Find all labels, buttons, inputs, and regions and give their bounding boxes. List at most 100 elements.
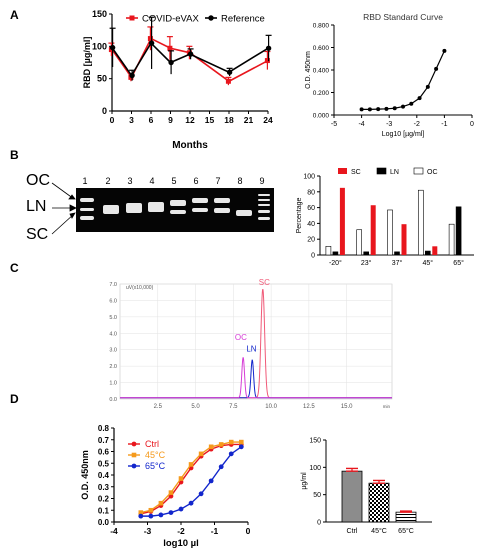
- data-point: [218, 442, 224, 447]
- x-tick-label: -3: [144, 526, 152, 536]
- y-tick-label: 3.0: [109, 348, 117, 354]
- data-point: [168, 59, 174, 66]
- x-tick-label: 18: [224, 115, 234, 125]
- data-point: [376, 107, 381, 112]
- x-tick-label: 5.0: [191, 404, 200, 410]
- data-point: [109, 44, 116, 51]
- chart-title: RBD Standard Curve: [363, 12, 443, 22]
- data-point: [238, 444, 244, 450]
- panel-letter-d: D: [10, 392, 19, 406]
- gel-lane-number: 7: [215, 176, 221, 186]
- bar: [424, 250, 431, 256]
- data-point: [167, 45, 173, 51]
- x-tick-label: 45°C: [371, 527, 387, 535]
- series-line: [140, 446, 242, 517]
- legend-marker: [131, 452, 137, 458]
- series-line: [111, 41, 269, 77]
- data-point: [208, 478, 214, 484]
- bar: [325, 246, 332, 256]
- data-point: [228, 439, 234, 445]
- y-tick-label: 4.0: [109, 331, 117, 337]
- data-point: [128, 74, 134, 80]
- x-tick-label: 23°: [361, 259, 372, 267]
- data-point: [158, 503, 164, 508]
- legend-marker: [131, 441, 137, 447]
- y-tick-label: 0.800: [313, 23, 330, 30]
- x-tick-label: 24: [263, 115, 273, 125]
- bar: [401, 224, 407, 255]
- y-tick-label: 40: [307, 221, 315, 228]
- data-point: [168, 490, 174, 495]
- gel-band: [170, 210, 186, 214]
- gel-label-ln: LN: [26, 198, 47, 215]
- legend-marker: [208, 15, 214, 21]
- data-point: [168, 493, 174, 499]
- data-point: [264, 58, 270, 64]
- data-point: [187, 51, 194, 57]
- gel-lane-number: 4: [149, 176, 155, 186]
- y-tick-label: 0.6: [98, 448, 110, 457]
- chromatogram-trace: [120, 357, 392, 399]
- chromatogram-trace: [120, 359, 392, 399]
- gel-image: [76, 188, 274, 232]
- data-point: [138, 513, 144, 519]
- y-tick-label: 0: [102, 106, 107, 116]
- legend-label: Reference: [221, 14, 265, 25]
- legend-label: Ctrl: [145, 439, 159, 449]
- x-tick-label: 0: [110, 115, 115, 125]
- data-point: [225, 78, 231, 84]
- y-tick-label: 7.0: [109, 282, 117, 288]
- bar: [356, 229, 363, 256]
- bar: [455, 206, 462, 256]
- y-tick-label: 60: [307, 205, 315, 212]
- y-tick-label: 0.0: [109, 397, 117, 403]
- gel-lane-number: 2: [105, 176, 111, 186]
- gel-lane-number: 8: [237, 176, 243, 186]
- x-tick-label: 6: [149, 115, 154, 125]
- x-tick-label: -2: [177, 526, 185, 536]
- data-point: [392, 106, 397, 111]
- x-tick-label: 3: [129, 115, 134, 125]
- data-point: [188, 500, 194, 506]
- y-axis-label: O.D. 450nm: [80, 450, 90, 500]
- y-tick-label: 0.2: [98, 495, 110, 504]
- y-tick-label: 50: [313, 492, 321, 499]
- data-point: [226, 69, 233, 75]
- y-tick-label: 50: [97, 74, 107, 84]
- x-tick-label: 21: [244, 115, 254, 125]
- data-point: [198, 453, 204, 459]
- plot-frame: [119, 283, 393, 400]
- data-point: [359, 107, 364, 112]
- y-axis-label: µg/ml: [301, 472, 308, 490]
- bar: [395, 511, 417, 523]
- data-point: [208, 446, 214, 452]
- x-tick-label: -20°: [329, 259, 342, 267]
- y-tick-label: 20: [307, 237, 315, 244]
- gel-band: [170, 200, 186, 206]
- data-point: [367, 107, 372, 112]
- gel-lane-number: 1: [82, 176, 88, 186]
- data-point: [228, 451, 234, 457]
- x-tick-label: 7.5: [229, 404, 238, 410]
- y-axis-label: Percentage: [296, 197, 303, 233]
- gel-lane-number: 5: [171, 176, 177, 186]
- gel-label-sc: SC: [26, 226, 49, 243]
- bar: [363, 251, 370, 256]
- y-tick-label: 100: [309, 465, 321, 472]
- data-point: [218, 464, 224, 470]
- y-tick-label: 1.0: [109, 381, 117, 387]
- panel-letter-b: B: [10, 148, 19, 162]
- x-tick-label: -3: [386, 121, 392, 128]
- data-point: [239, 439, 244, 445]
- y-axis-label: uV(x10,000): [126, 285, 154, 291]
- x-tick-label: 15.0: [341, 404, 353, 410]
- y-tick-label: 150: [309, 438, 321, 445]
- data-point: [147, 36, 153, 42]
- bar: [341, 470, 363, 523]
- y-tick-label: 0.8: [98, 424, 110, 433]
- legend-label: 45°C: [145, 450, 166, 460]
- gel-band: [236, 210, 252, 216]
